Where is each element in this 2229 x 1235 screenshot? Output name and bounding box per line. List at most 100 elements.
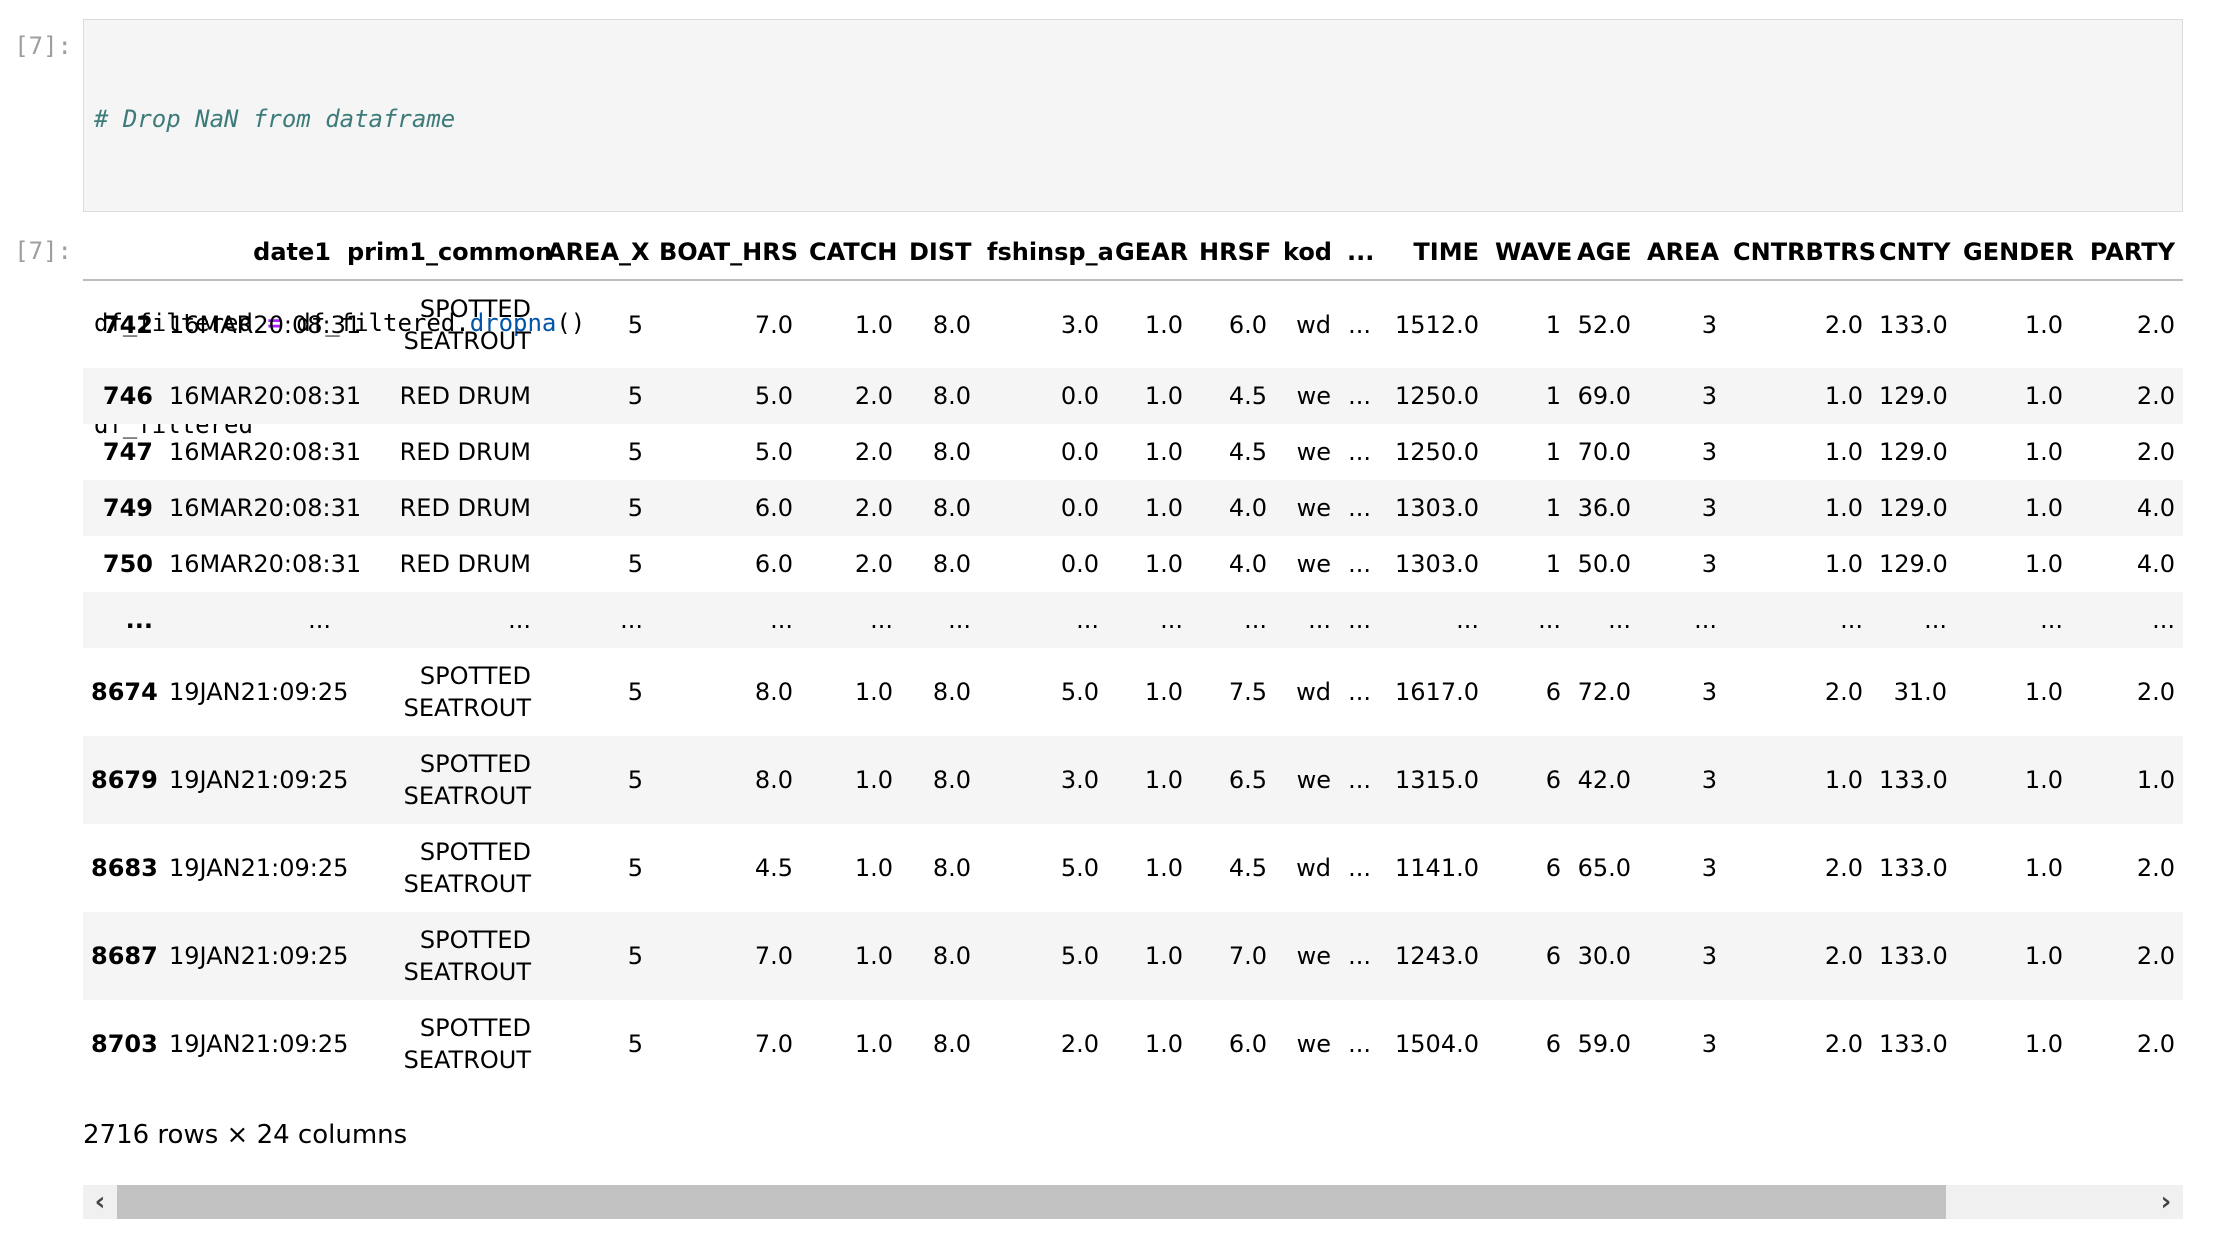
table-cell: 1512.0 (1395, 310, 1479, 339)
table-cell: 19JAN21:09:25 (169, 766, 349, 794)
table-cell: ... (1608, 606, 1631, 634)
table-cell: 1.0 (1144, 550, 1183, 578)
table-cell: 1.0 (854, 854, 893, 882)
table-cell: we (1296, 438, 1331, 466)
table-cell: 16MAR20:08:31 (169, 494, 362, 522)
table-cell: 7.5 (1228, 678, 1267, 706)
table-row: 8683 19JAN21:09:25 SPOTTED SEATROUT 5 4.5 1.0… (83, 824, 2183, 912)
column-header: CNTRBTRS (1725, 225, 1876, 281)
code-editor[interactable]: # Drop NaN from dataframe df_filtered = … (83, 19, 2183, 439)
table-cell: 1.0 (1824, 438, 1863, 466)
table-cell: 3.0 (1060, 766, 1099, 794)
table-cell: 3 (1701, 438, 1717, 466)
table-cell: 1250.0 (1395, 382, 1479, 410)
row-index: 747 (102, 438, 153, 466)
table-cell: ... (770, 606, 793, 634)
table-cell: 3 (1701, 1030, 1717, 1058)
table-cell: 5 (627, 550, 643, 578)
table-cell: 4.0 (2136, 550, 2175, 578)
table-cell: 2.0 (2136, 854, 2175, 882)
scrollbar-thumb[interactable] (117, 1185, 1946, 1219)
table-cell: ... (1348, 382, 1371, 410)
table-cell: 6.0 (1228, 1030, 1267, 1058)
table-cell: ... (1348, 438, 1371, 466)
table-cell: 2.0 (854, 438, 893, 466)
table-cell: 7.0 (754, 310, 793, 339)
table-cell: 1141.0 (1395, 854, 1479, 882)
table-cell: 4.0 (2136, 494, 2175, 522)
table-cell: 6.0 (1228, 310, 1267, 339)
table-cell: 3 (1701, 678, 1717, 706)
table-cell: 1.0 (1824, 766, 1863, 794)
table-cell: 1504.0 (1395, 1030, 1479, 1058)
chevron-left-icon[interactable]: ‹ (94, 1187, 106, 1217)
table-cell: 1.0 (2024, 438, 2063, 466)
table-cell: wd (1296, 678, 1331, 706)
table-cell: we (1296, 766, 1331, 794)
table-row: 746 16MAR20:08:31 RED DRUM 5 5.0 2.0 8.0 0.0 1.0… (83, 368, 2183, 424)
table-cell: 6.5 (1228, 766, 1267, 794)
chevron-right-icon[interactable]: › (2160, 1187, 2172, 1217)
table-cell: 1.0 (2024, 766, 2063, 794)
table-cell: ... (1348, 766, 1371, 794)
table-cell: 6 (1545, 1030, 1561, 1058)
table-cell: 1.0 (2024, 854, 2063, 882)
table-cell: SPOTTED SEATROUT (403, 662, 531, 722)
code-token: () (556, 309, 586, 337)
table-row: 8679 19JAN21:09:25 SPOTTED SEATROUT 5 8.0 1.0… (83, 736, 2183, 824)
horizontal-scrollbar[interactable]: ‹ › (83, 1185, 2183, 1219)
table-cell: 5.0 (1060, 942, 1099, 970)
table-cell: ... (620, 606, 643, 634)
table-cell: 1.0 (1144, 678, 1183, 706)
table-cell: 1.0 (1824, 382, 1863, 410)
table-cell: ... (1348, 1030, 1371, 1058)
table-cell: 1 (1545, 382, 1561, 410)
table-cell: 1.0 (1144, 310, 1183, 339)
column-header: prim1_common (339, 225, 552, 281)
row-index: 8703 (91, 1030, 158, 1058)
table-cell: 52.0 (1577, 310, 1631, 339)
table-cell: 2.0 (2136, 678, 2175, 706)
table-cell: 6.0 (754, 550, 793, 578)
table-cell: 5.0 (1060, 678, 1099, 706)
table-cell: we (1296, 494, 1331, 522)
table-cell: ... (1348, 854, 1371, 882)
table-cell: SPOTTED SEATROUT (403, 926, 531, 986)
input-prompt: [7]: (14, 32, 72, 60)
table-cell: ... (1456, 606, 1479, 634)
table-cell: 5.0 (754, 438, 793, 466)
table-cell: 133.0 (1879, 310, 1948, 339)
table-cell: SPOTTED SEATROUT (403, 838, 531, 898)
table-cell: 1.0 (854, 1030, 893, 1058)
table-cell: ... (1160, 606, 1183, 634)
table-cell: 0.0 (1060, 494, 1099, 522)
table-cell: 1 (1545, 550, 1561, 578)
table-cell: 1315.0 (1395, 766, 1479, 794)
table-cell: 30.0 (1577, 942, 1631, 970)
table-cell: 8.0 (932, 382, 971, 410)
table-cell: 1.0 (854, 766, 893, 794)
table-cell: ... (1348, 310, 1371, 339)
table-row: ........................................… (83, 592, 2183, 648)
code-token: df_filtered (94, 309, 268, 337)
column-header: AGE (1569, 225, 1639, 281)
table-cell: 2.0 (1824, 854, 1863, 882)
column-header: WAVE (1487, 225, 1572, 281)
table-cell: 129.0 (1879, 494, 1948, 522)
table-cell: ... (1840, 606, 1863, 634)
row-index: ... (125, 606, 153, 634)
table-cell: ... (870, 606, 893, 634)
table-cell: 4.5 (1228, 438, 1267, 466)
table-cell: 133.0 (1879, 942, 1948, 970)
table-cell: 69.0 (1577, 382, 1631, 410)
table-cell: 0.0 (1060, 550, 1099, 578)
column-header: DIST (901, 225, 979, 281)
table-row: 747 16MAR20:08:31 RED DRUM 5 5.0 2.0 8.0 0.0 1.0… (83, 424, 2183, 480)
table-cell: 1 (1545, 494, 1561, 522)
code-token: df_filtered. (281, 309, 470, 337)
table-cell: 5.0 (1060, 854, 1099, 882)
table-row: 8687 19JAN21:09:25 SPOTTED SEATROUT 5 7.0 1.0… (83, 912, 2183, 1000)
table-cell: 1.0 (1144, 382, 1183, 410)
dataframe-output: date1 prim1_common AREA_X BOAT_HRS CATCH DIST… (83, 225, 2183, 1095)
table-cell: 2.0 (2136, 382, 2175, 410)
